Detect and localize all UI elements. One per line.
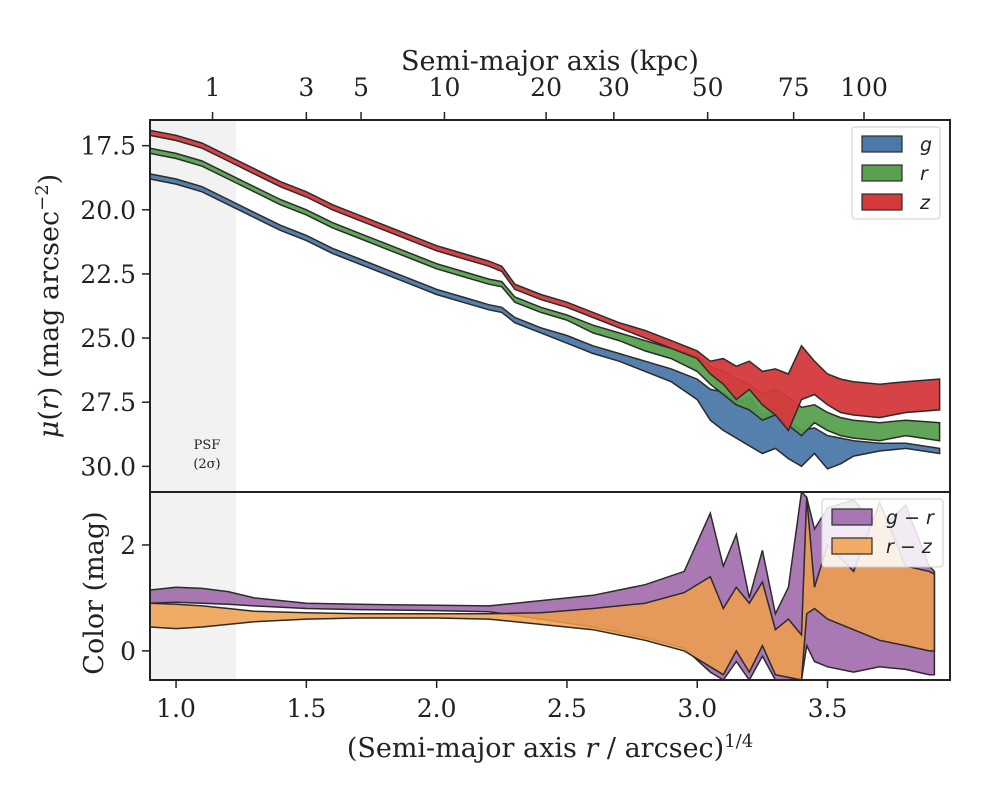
band-upper-z — [150, 129, 941, 432]
upper-legend-swatch-g — [861, 135, 903, 153]
bottom-xtick-label-2: 2.0 — [417, 694, 457, 723]
lower-y-axis-label: Color (mag) — [79, 511, 110, 674]
upper-legend-label-g: g — [920, 134, 932, 156]
lower-legend: g − r r − z — [821, 498, 944, 568]
lower-frame — [149, 491, 951, 681]
lower-legend-swatch-0 — [831, 508, 873, 526]
top-axis-label: Semi-major axis (kpc) — [401, 46, 699, 77]
upper-legend-swatch-z — [861, 193, 903, 211]
lower-ytick-label-0: 0 — [120, 637, 136, 666]
upper-legend-swatch-r — [861, 164, 903, 182]
color-panel: 0 2 1.0 1.5 2.0 2.5 3.0 3.5 g − r r − z — [120, 491, 951, 723]
upper-y-axis-label: μ(r) (mag arcsec−2) — [32, 174, 66, 438]
top-tick-label-3: 10 — [429, 73, 461, 102]
lower-ytick-label-1: 2 — [120, 531, 136, 560]
top-tick-label-0: 1 — [205, 73, 221, 102]
upper-ytick-label-1: 20.0 — [80, 196, 136, 225]
surface-brightness-panel: 17.5 20.0 22.5 25.0 27.5 30.0 1 3 5 10 20 30 50 75 100… — [80, 73, 951, 493]
bottom-xtick-label-3: 2.5 — [547, 694, 587, 723]
band-upper-g — [150, 173, 941, 470]
upper-ytick-label-3: 25.0 — [80, 324, 136, 353]
top-tick-label-7: 75 — [778, 73, 810, 102]
psf-region-lower — [150, 492, 236, 680]
top-tick-label-2: 5 — [353, 73, 369, 102]
upper-legend-label-r: r — [920, 163, 929, 185]
band-lower-1 — [150, 497, 936, 680]
top-tick-label-4: 20 — [530, 73, 562, 102]
lower-legend-label-0: g − r — [886, 507, 935, 529]
top-tick-label-1: 3 — [298, 73, 314, 102]
psf-sigma-label: (2σ) — [193, 457, 220, 472]
bottom-xtick-label-4: 3.0 — [677, 694, 717, 723]
bottom-xtick-label-5: 3.5 — [808, 694, 848, 723]
psf-label: PSF — [194, 438, 221, 453]
top-tick-label-8: 100 — [840, 73, 888, 102]
lower-legend-label-1: r − z — [886, 536, 933, 558]
band-upper-r — [150, 147, 941, 442]
top-tick-label-6: 50 — [692, 73, 724, 102]
upper-ytick-label-0: 17.5 — [80, 132, 136, 161]
bottom-xtick-label-0: 1.0 — [156, 694, 196, 723]
upper-ytick-label-5: 30.0 — [80, 452, 136, 481]
upper-legend-label-z: z — [919, 192, 931, 214]
bottom-x-axis-label: (Semi-major axis r / arcsec)1/4 — [347, 731, 753, 765]
top-tick-label-5: 30 — [598, 73, 630, 102]
upper-ytick-label-2: 22.5 — [80, 260, 136, 289]
upper-ytick-label-4: 27.5 — [80, 388, 136, 417]
bottom-xtick-label-1: 1.5 — [286, 694, 326, 723]
upper-legend: grz — [851, 126, 941, 220]
lower-legend-swatch-1 — [831, 537, 873, 555]
